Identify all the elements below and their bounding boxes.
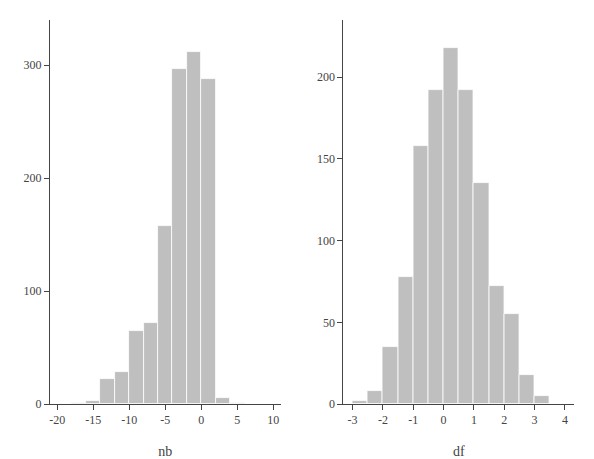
svg-text:2: 2 — [501, 413, 507, 427]
svg-text:300: 300 — [24, 58, 42, 72]
svg-text:-2: -2 — [378, 413, 388, 427]
svg-text:50: 50 — [323, 316, 335, 330]
svg-text:4: 4 — [562, 413, 568, 427]
svg-text:-3: -3 — [348, 413, 358, 427]
svg-text:-20: -20 — [49, 413, 65, 427]
svg-text:3: 3 — [532, 413, 538, 427]
svg-text:100: 100 — [24, 284, 42, 298]
svg-text:150: 150 — [317, 152, 335, 166]
svg-text:nb: nb — [158, 444, 172, 459]
svg-text:-10: -10 — [121, 413, 137, 427]
svg-text:-5: -5 — [160, 413, 170, 427]
svg-text:10: 10 — [267, 413, 279, 427]
svg-text:-1: -1 — [408, 413, 418, 427]
svg-text:df: df — [453, 444, 465, 459]
svg-text:200: 200 — [24, 171, 42, 185]
svg-text:200: 200 — [317, 70, 335, 84]
svg-text:0: 0 — [329, 397, 335, 411]
svg-text:0: 0 — [441, 413, 447, 427]
svg-text:100: 100 — [317, 234, 335, 248]
svg-text:0: 0 — [36, 397, 42, 411]
svg-text:-15: -15 — [85, 413, 101, 427]
svg-text:1: 1 — [471, 413, 477, 427]
svg-text:5: 5 — [234, 413, 240, 427]
svg-text:0: 0 — [198, 413, 204, 427]
